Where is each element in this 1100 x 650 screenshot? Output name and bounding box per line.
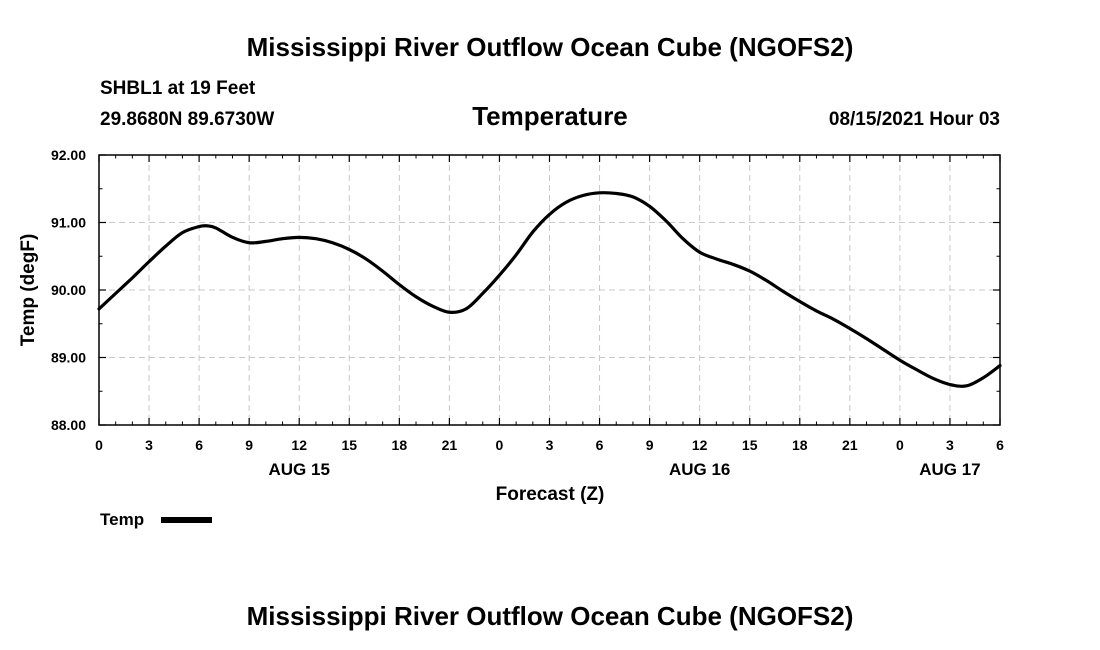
y-axis-label: Temp (degF) — [18, 234, 39, 347]
day-label: AUG 16 — [669, 460, 730, 479]
tick-marks — [98, 154, 1001, 426]
x-tick-label: 3 — [546, 437, 554, 453]
tick-labels: 0 3 6 9 12 15 18 21 0 3 6 9 12 15 18 21 0 3 6 88.00 89.00 90.… — [51, 147, 1004, 479]
x-tick-label: 0 — [496, 437, 504, 453]
x-axis-label: Forecast (Z) — [496, 484, 605, 505]
footer-title: Mississippi River Outflow Ocean Cube (NG… — [247, 601, 854, 631]
x-tick-label: 0 — [896, 437, 904, 453]
y-tick-label: 92.00 — [51, 147, 86, 163]
datetime-label: 08/15/2021 Hour 03 — [829, 109, 1000, 130]
x-tick-label: 12 — [692, 437, 708, 453]
grid-lines — [99, 155, 1000, 425]
x-tick-label: 21 — [842, 437, 858, 453]
x-tick-label: 0 — [95, 437, 103, 453]
x-tick-label: 3 — [946, 437, 954, 453]
series-layer — [97, 191, 1002, 388]
x-tick-label: 21 — [442, 437, 458, 453]
x-tick-label: 9 — [245, 437, 253, 453]
x-tick-label: 3 — [145, 437, 153, 453]
day-label: AUG 15 — [269, 460, 330, 479]
location-label: 29.8680N 89.6730W — [100, 109, 274, 130]
series-line-temp — [97, 191, 1002, 388]
x-tick-label: 6 — [195, 437, 203, 453]
y-tick-label: 89.00 — [51, 350, 86, 366]
x-tick-label: 18 — [392, 437, 408, 453]
x-tick-label: 15 — [341, 437, 357, 453]
chart-title: Mississippi River Outflow Ocean Cube (NG… — [247, 32, 854, 62]
x-tick-label: 15 — [742, 437, 758, 453]
x-tick-label: 9 — [646, 437, 654, 453]
legend-label: Temp — [100, 510, 144, 529]
x-tick-label: 6 — [996, 437, 1004, 453]
day-label: AUG 17 — [919, 460, 980, 479]
y-tick-label: 90.00 — [51, 282, 86, 298]
x-tick-label: 18 — [792, 437, 808, 453]
station-label: SHBL1 at 19 Feet — [100, 78, 256, 99]
x-tick-label: 12 — [291, 437, 307, 453]
y-tick-label: 88.00 — [51, 417, 86, 433]
variable-label: Temperature — [472, 101, 628, 131]
x-tick-label: 6 — [596, 437, 604, 453]
y-tick-label: 91.00 — [51, 215, 86, 231]
